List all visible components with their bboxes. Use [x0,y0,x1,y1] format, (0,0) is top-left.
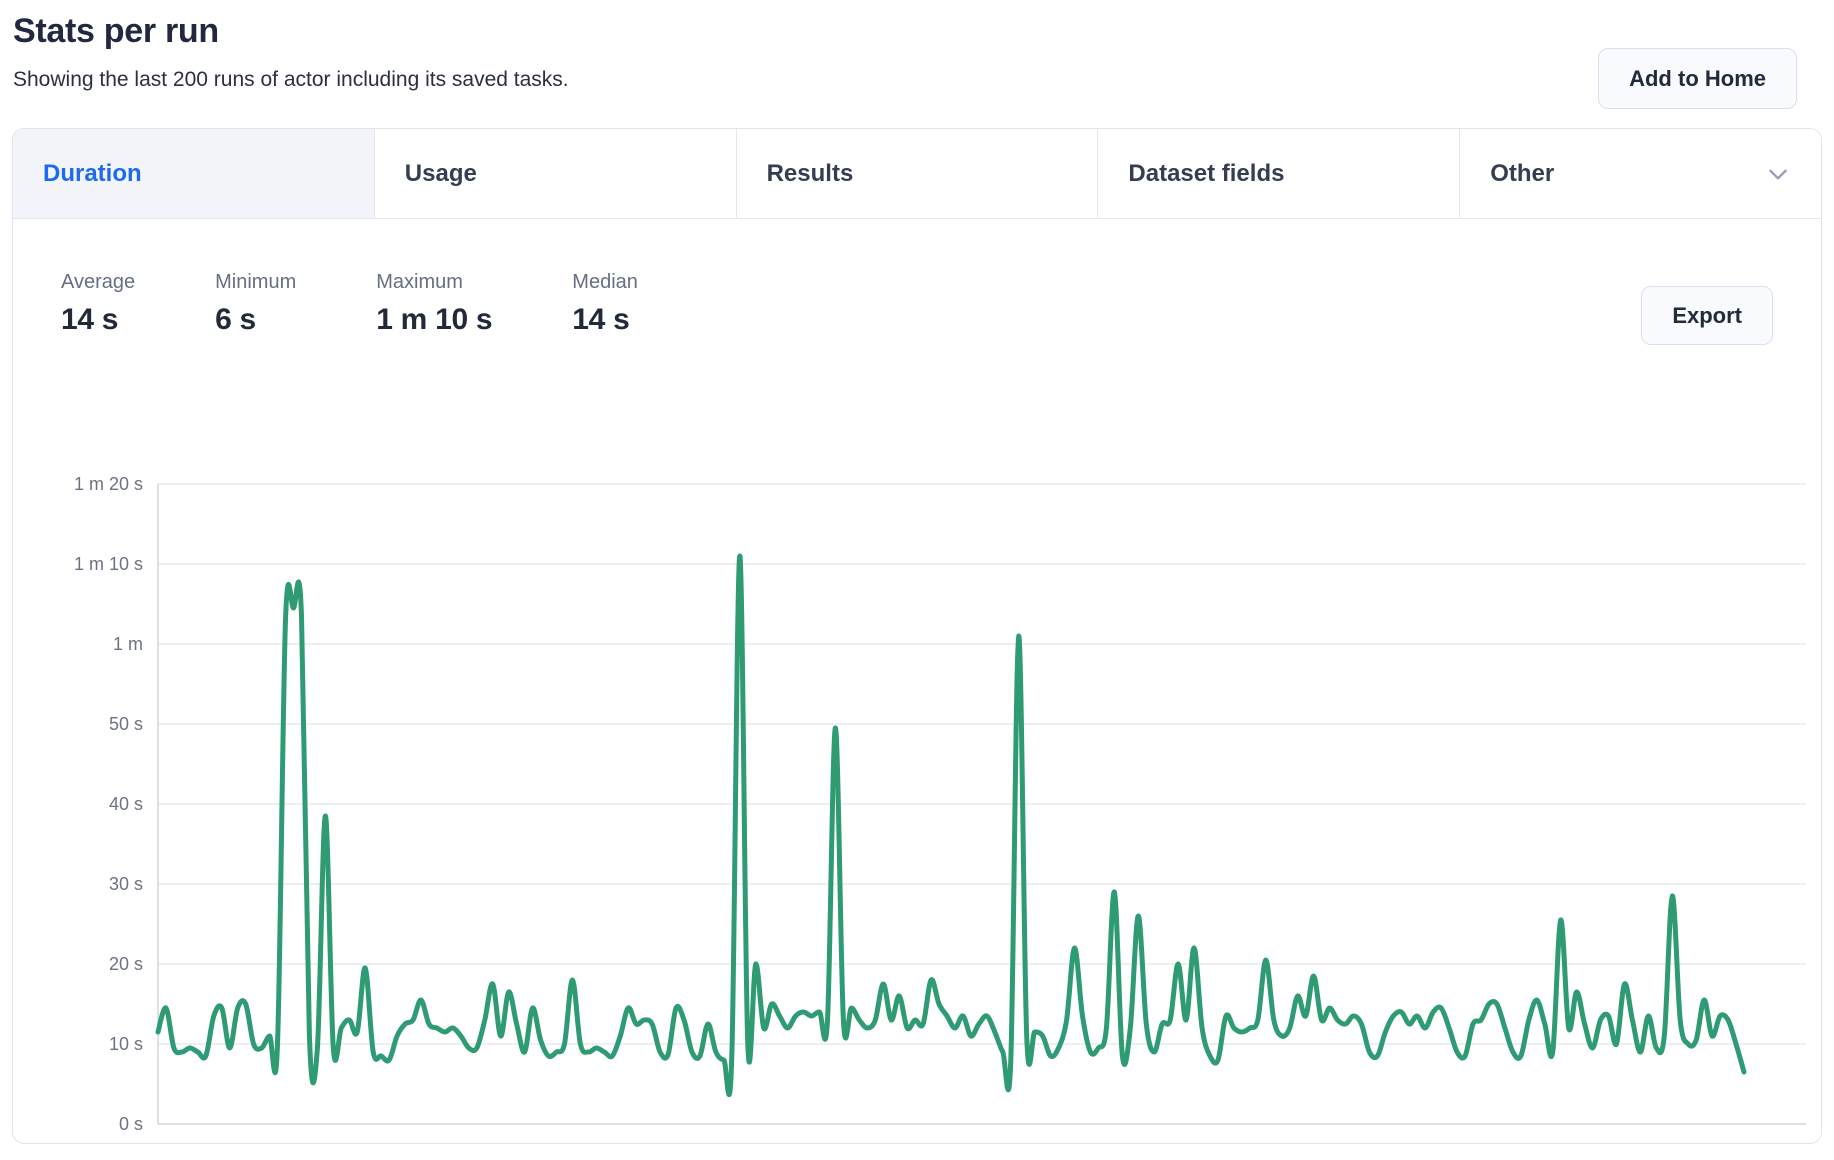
duration-series-line [155,553,1747,1097]
tab-bar: Duration Usage Results Dataset fields Ot… [13,129,1821,219]
tab-results-label: Results [766,159,854,187]
page-subtitle: Showing the last 200 runs of actor inclu… [13,68,569,91]
y-axis-label: 50 s [109,714,143,734]
y-axis-label: 10 s [109,1034,143,1054]
y-axis-label: 30 s [109,874,143,894]
stat-median-value: 14 s [572,303,630,336]
stat-average-label: Average [61,271,136,293]
y-axis-label: 1 m [113,634,143,654]
add-to-home-button[interactable]: Add to Home [1598,48,1797,109]
tab-dataset-fields-label: Dataset fields [1128,159,1285,187]
tab-usage-label: Usage [404,159,477,187]
duration-line-chart-svg: 0 s 10 s 20 s 30 s 40 s 50 s 1 m 1 m 10 s 1 m 20… [74,474,1806,1134]
axis-labels: 0 s 10 s 20 s 30 s 40 s 50 s 1 m 1 m 10 s 1 m 20… [74,474,143,1134]
stat-maximum-value: 1 m 10 s [376,303,493,336]
y-axis-label: 20 s [109,954,143,974]
stats-card: Duration Usage Results Dataset fields Ot… [12,128,1822,1144]
stat-minimum-value: 6 s [215,303,256,336]
page-title: Stats per run [13,12,219,50]
y-axis-label: 1 m 20 s [74,474,143,494]
stat-average: Average 14 s [61,271,135,337]
stat-maximum-label: Maximum [376,271,463,293]
export-button[interactable]: Export [1641,286,1773,345]
tab-duration[interactable]: Duration [13,129,375,218]
gridlines [157,483,1806,1125]
tab-dataset-fields[interactable]: Dataset fields [1098,129,1461,218]
tab-other-label: Other [1490,159,1555,187]
stat-maximum: Maximum 1 m 10 s [376,271,492,337]
y-axis-label: 40 s [109,794,143,814]
stat-average-value: 14 s [61,303,119,336]
tab-other[interactable]: Other [1460,129,1821,218]
duration-panel: Average 14 s Minimum 6 s Maximum 1 m 10 … [13,219,1821,1143]
stats-row: Average 14 s Minimum 6 s Maximum 1 m 10 … [61,271,638,337]
tab-usage[interactable]: Usage [374,129,737,218]
stat-minimum-label: Minimum [215,271,297,293]
chevron-down-icon [1769,169,1787,180]
tab-results[interactable]: Results [736,129,1099,218]
duration-chart: 0 s 10 s 20 s 30 s 40 s 50 s 1 m 1 m 10 s 1 m 20… [13,451,1821,1143]
y-axis-label: 1 m 10 s [74,554,143,574]
stat-median: Median 14 s [572,271,638,337]
stat-minimum: Minimum 6 s [215,271,296,337]
stat-median-label: Median [572,271,638,293]
y-axis-label: 0 s [119,1114,143,1134]
tab-duration-label: Duration [43,159,142,187]
